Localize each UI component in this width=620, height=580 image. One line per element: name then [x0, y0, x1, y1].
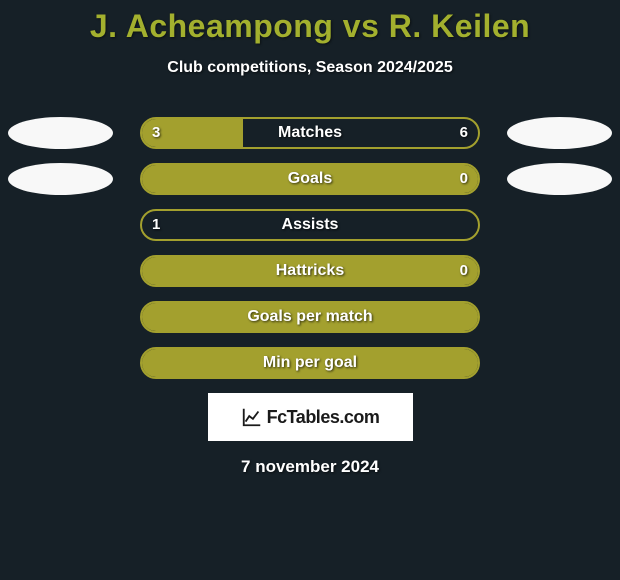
bar-row: Hattricks0 [0, 255, 620, 287]
bar-fill-left [142, 165, 478, 193]
bar-track [140, 117, 480, 149]
watermark: FcTables.com [208, 393, 413, 441]
player-avatar-left [8, 163, 113, 195]
page-title: J. Acheampong vs R. Keilen [0, 0, 620, 45]
bar-track [140, 255, 480, 287]
bar-row: Goals0 [0, 163, 620, 195]
bar-track [140, 347, 480, 379]
bar-fill-left [142, 119, 243, 147]
watermark-text: FcTables.com [267, 407, 380, 428]
bar-fill-left [142, 349, 478, 377]
bar-track [140, 163, 480, 195]
bar-row: Min per goal [0, 347, 620, 379]
bar-row: Assists1 [0, 209, 620, 241]
comparison-bars: Matches36 Goals0 Assists1 Hattricks0 Goals p… [0, 117, 620, 379]
bar-row: Goals per match [0, 301, 620, 333]
bar-fill-left [142, 303, 478, 331]
chart-icon [241, 406, 263, 428]
player-avatar-left [8, 117, 113, 149]
bar-row: Matches36 [0, 117, 620, 149]
player-avatar-right [507, 117, 612, 149]
player-avatar-right [507, 163, 612, 195]
date-label: 7 november 2024 [0, 457, 620, 477]
bar-fill-left [142, 257, 478, 285]
bar-track [140, 209, 480, 241]
subtitle: Club competitions, Season 2024/2025 [0, 59, 620, 77]
bar-track [140, 301, 480, 333]
